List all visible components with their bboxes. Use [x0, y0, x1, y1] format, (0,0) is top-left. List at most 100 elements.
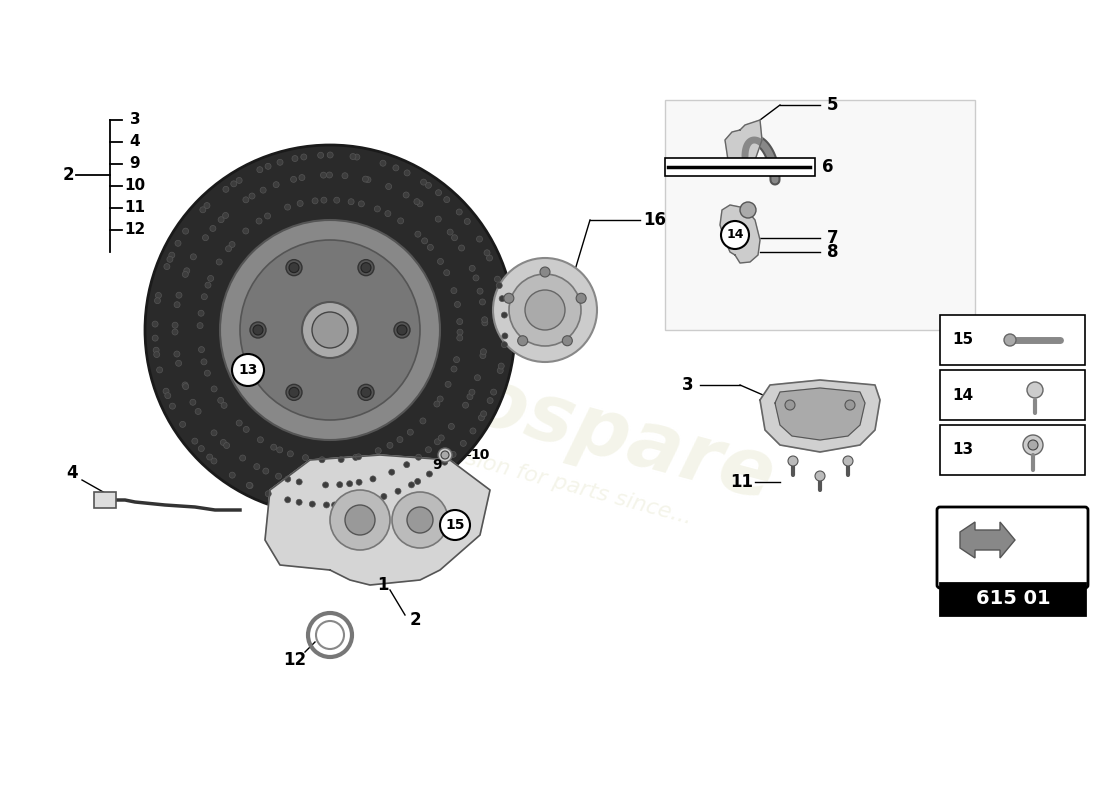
Circle shape — [202, 234, 209, 241]
Circle shape — [312, 198, 318, 204]
Circle shape — [499, 296, 505, 302]
Circle shape — [282, 393, 288, 399]
Circle shape — [432, 324, 438, 330]
Text: 15: 15 — [953, 333, 974, 347]
Circle shape — [256, 290, 262, 296]
FancyBboxPatch shape — [666, 100, 975, 330]
Circle shape — [176, 292, 182, 298]
Circle shape — [330, 490, 390, 550]
Circle shape — [220, 439, 227, 446]
Circle shape — [404, 192, 409, 198]
Circle shape — [319, 457, 324, 462]
Circle shape — [442, 459, 448, 465]
Circle shape — [243, 426, 250, 433]
Circle shape — [453, 357, 460, 362]
Circle shape — [265, 163, 271, 170]
Circle shape — [249, 193, 255, 199]
Circle shape — [277, 447, 283, 453]
Text: 4: 4 — [130, 134, 141, 150]
Circle shape — [240, 385, 245, 391]
Circle shape — [379, 266, 385, 272]
Circle shape — [285, 204, 290, 210]
Circle shape — [190, 399, 196, 406]
Polygon shape — [720, 205, 760, 263]
Circle shape — [386, 183, 392, 190]
Circle shape — [441, 451, 449, 459]
Circle shape — [232, 354, 264, 386]
Circle shape — [183, 228, 188, 234]
Circle shape — [285, 497, 290, 503]
Circle shape — [407, 395, 412, 402]
Circle shape — [406, 338, 412, 344]
Circle shape — [217, 259, 222, 265]
Circle shape — [172, 329, 178, 335]
Circle shape — [367, 230, 373, 236]
Circle shape — [451, 366, 456, 372]
Circle shape — [421, 238, 428, 244]
Circle shape — [362, 399, 367, 405]
Circle shape — [264, 213, 271, 219]
Circle shape — [277, 159, 283, 166]
Text: 6: 6 — [823, 158, 834, 176]
Circle shape — [183, 383, 189, 390]
Circle shape — [191, 438, 198, 444]
Circle shape — [236, 178, 242, 183]
Circle shape — [388, 469, 395, 475]
Circle shape — [321, 247, 328, 253]
Text: 14: 14 — [953, 387, 974, 402]
Circle shape — [362, 176, 369, 182]
Circle shape — [337, 248, 343, 254]
Circle shape — [414, 198, 420, 205]
Polygon shape — [776, 388, 865, 440]
FancyBboxPatch shape — [940, 583, 1085, 615]
Circle shape — [438, 448, 452, 462]
Circle shape — [440, 510, 470, 540]
Circle shape — [175, 240, 182, 246]
Circle shape — [240, 455, 245, 461]
Circle shape — [450, 451, 456, 458]
Circle shape — [788, 456, 798, 466]
Circle shape — [145, 145, 515, 515]
Circle shape — [418, 274, 424, 280]
Circle shape — [198, 446, 205, 451]
Circle shape — [222, 315, 229, 322]
Circle shape — [377, 389, 384, 395]
Circle shape — [407, 328, 412, 334]
Circle shape — [397, 325, 407, 335]
Text: 5: 5 — [826, 96, 838, 114]
Circle shape — [275, 474, 282, 479]
Circle shape — [367, 424, 374, 430]
Circle shape — [346, 481, 353, 486]
Text: 11: 11 — [730, 473, 754, 491]
Circle shape — [415, 478, 420, 485]
Circle shape — [1023, 435, 1043, 455]
Circle shape — [477, 288, 483, 294]
Circle shape — [286, 423, 292, 430]
Circle shape — [248, 396, 254, 402]
Circle shape — [389, 277, 395, 282]
Circle shape — [474, 374, 481, 381]
Circle shape — [218, 398, 223, 403]
Circle shape — [223, 442, 230, 449]
Circle shape — [315, 431, 320, 438]
Circle shape — [211, 458, 217, 464]
Text: 2: 2 — [63, 166, 74, 184]
Circle shape — [321, 197, 327, 203]
Circle shape — [273, 182, 279, 188]
Text: 12: 12 — [124, 222, 145, 238]
Circle shape — [496, 282, 503, 289]
Text: 13: 13 — [953, 442, 974, 458]
Text: 13: 13 — [239, 363, 257, 377]
Circle shape — [420, 179, 427, 185]
Circle shape — [287, 451, 294, 457]
Polygon shape — [760, 380, 880, 452]
Circle shape — [359, 201, 364, 207]
Circle shape — [576, 294, 586, 303]
Circle shape — [486, 255, 493, 261]
Text: 4: 4 — [66, 464, 78, 482]
Circle shape — [491, 389, 496, 395]
Circle shape — [179, 422, 186, 427]
Circle shape — [397, 218, 404, 224]
Circle shape — [427, 471, 432, 477]
Circle shape — [518, 336, 528, 346]
